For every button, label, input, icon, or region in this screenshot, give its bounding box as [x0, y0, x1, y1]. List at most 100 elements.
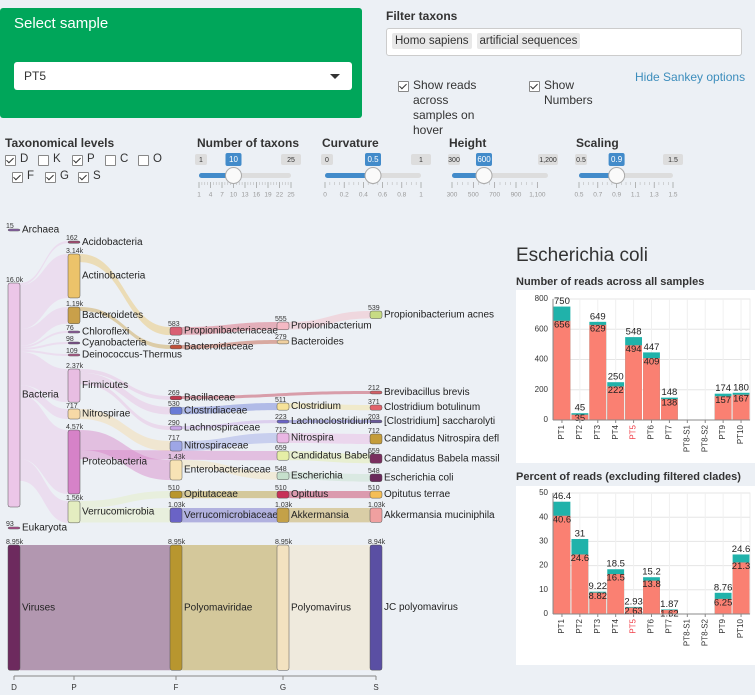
checkbox[interactable] [138, 155, 149, 166]
node-label: Eukaryota [22, 523, 67, 534]
bar [732, 394, 750, 420]
x-tick-label: PT1 [557, 618, 566, 633]
sankey-link [182, 420, 277, 430]
node-count: 1.03k [368, 502, 386, 509]
node-count: 203 [368, 414, 380, 421]
node-label: Nitrospirae [82, 409, 131, 420]
sankey-link [20, 331, 68, 348]
option-label: Show reads across samples on hover [413, 78, 477, 137]
node-label: Nitrospiraceae [184, 441, 249, 452]
axis-label: P [71, 683, 76, 692]
value-label: 447 [644, 342, 660, 353]
level-label: O [153, 153, 162, 165]
slider-handle[interactable] [608, 167, 626, 184]
filter-input[interactable]: Homo sapiens artificial sequences [386, 28, 742, 56]
slider-tick-label: 1 [197, 192, 201, 199]
value-label: 250 [608, 372, 624, 383]
slider-tick-label: 25 [287, 192, 295, 199]
y-tick-label: 30 [539, 537, 548, 546]
checkbox[interactable] [38, 155, 49, 166]
slider-tick-label: 0.5 [574, 192, 583, 199]
checkbox[interactable] [72, 155, 83, 166]
sankey-link [20, 545, 170, 671]
sankey-node [67, 500, 81, 524]
slider-tick-label: 700 [489, 192, 500, 199]
slider-label: Scaling [576, 136, 619, 150]
value-label: 148 [661, 387, 677, 398]
x-tick-label: PT6 [647, 618, 656, 633]
sankey-node [369, 404, 383, 411]
select-value: PT5 [24, 69, 47, 83]
sankey-link [182, 460, 277, 480]
x-tick-label: PT5 [629, 618, 638, 633]
slider-tick-label: 19 [264, 192, 272, 199]
node-label: Akkermansia [291, 510, 349, 521]
node-label: Archaea [22, 225, 60, 236]
sankey-node [67, 368, 81, 403]
node-count: 511 [275, 397, 286, 404]
slider-fill [199, 173, 234, 178]
y-tick-label: 400 [535, 355, 549, 364]
node-count: 1.03k [275, 502, 293, 509]
node-label: Clostridium [291, 401, 341, 412]
checkbox[interactable] [398, 81, 409, 92]
sankey-link [182, 403, 277, 415]
sankey-link [182, 545, 277, 671]
sankey-link [182, 322, 277, 335]
node-label: Propionibacterium acnes [384, 309, 494, 320]
node-label: Opitutus terrae [384, 489, 451, 500]
bar [714, 396, 732, 420]
checkbox[interactable] [78, 172, 89, 183]
slider-value: 0.9 [611, 155, 623, 164]
value-label: 13.8 [642, 579, 661, 590]
checkbox[interactable] [529, 81, 540, 92]
bar [607, 386, 625, 420]
sankey-node [67, 353, 81, 357]
node-count: 510 [275, 485, 287, 492]
x-tick-label: PT3 [593, 618, 602, 633]
node-count: 223 [275, 414, 287, 421]
slider-tick-label: 0.4 [359, 192, 368, 199]
value-label: 31 [575, 528, 586, 539]
sankey-node [276, 321, 290, 331]
sankey-link [20, 349, 68, 356]
value-label: 494 [626, 344, 642, 355]
checkbox[interactable] [5, 155, 16, 166]
slider-tick-label: 16 [253, 192, 261, 199]
sankey-node [369, 490, 383, 499]
level-label: C [120, 153, 129, 165]
checkbox[interactable] [105, 155, 116, 166]
sample-select[interactable]: PT5 [14, 62, 352, 90]
sankey-node [169, 440, 183, 452]
slider-value-box [608, 153, 625, 166]
value-label: 8.82 [589, 591, 608, 602]
value-label: 24.6 [571, 553, 590, 564]
x-tick-label: PT8-S2 [700, 618, 709, 646]
sankey-link [289, 403, 370, 411]
slider-tick-label: 0.2 [340, 192, 349, 199]
sankey-link [80, 508, 170, 523]
y-tick-label: 600 [535, 324, 549, 333]
node-label: Propionibacterium [291, 321, 372, 332]
value-label: 46.4 [553, 491, 572, 502]
checkbox[interactable] [45, 172, 56, 183]
y-tick-label: 50 [539, 488, 548, 497]
checkbox[interactable] [12, 172, 23, 183]
chart-title: Percent of reads (excluding filtered cla… [516, 471, 741, 483]
axis-label: D [11, 683, 17, 692]
x-tick-label: PT1 [557, 424, 566, 439]
slider-min-box [321, 154, 333, 165]
slider-handle[interactable] [364, 167, 382, 184]
node-count: 8.95k [168, 539, 186, 546]
sankey-node [67, 429, 81, 495]
x-tick-label: PT8-S1 [682, 424, 691, 452]
slider-tick-label: 1 [419, 192, 423, 199]
slider-handle[interactable] [475, 167, 493, 184]
node-count: 717 [168, 435, 180, 442]
sankey-link [80, 491, 170, 509]
slider-tick-label: 500 [468, 192, 479, 199]
y-tick-label: 40 [539, 512, 548, 521]
sankey-link [289, 433, 370, 444]
slider-handle[interactable] [225, 167, 242, 184]
hide-options-link[interactable]: Hide Sankey options [635, 70, 746, 84]
